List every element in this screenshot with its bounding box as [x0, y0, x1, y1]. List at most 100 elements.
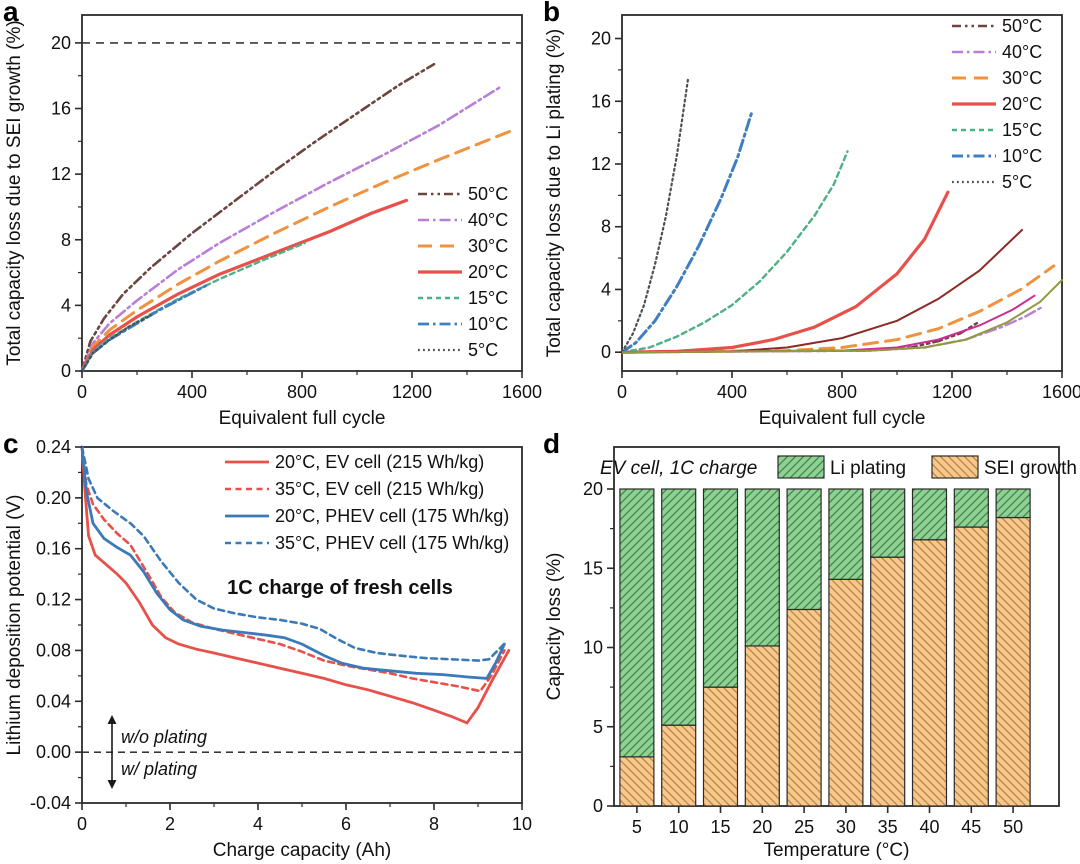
panel-label-c: c [3, 428, 19, 459]
x-tick-label: 35 [878, 817, 898, 837]
y-tick-label: -0.04 [30, 793, 71, 813]
panel-label-b: b [543, 0, 561, 27]
legend-label-30-c: 30°C [468, 236, 508, 256]
x-axis-title: Temperature (°C) [764, 840, 910, 861]
annotation: EV cell, 1C charge [600, 458, 757, 479]
bar-li-plating-30 [828, 488, 864, 580]
x-axis-title: Equivalent full cycle [219, 408, 386, 429]
legend-label-10-c: 10°C [468, 314, 508, 334]
x-tick-label: 20 [752, 817, 772, 837]
series-40-c [80, 85, 502, 373]
y-tick-label: 4 [61, 295, 71, 315]
bar-li-plating-15 [702, 488, 739, 688]
panel-c-chart: -0.04 0.00 0.04 0.08 0.12 0.16 0.20 0.24 Lithium… [4, 437, 532, 861]
bar-sei-growth-20 [744, 645, 780, 807]
series-40-c [620, 305, 1044, 354]
bar-sei-growth-10 [661, 724, 697, 807]
bar-li-plating-5 [619, 488, 655, 758]
panel-a: 0 4 8 12 16 20 Total capacity loss due to SEI … [0, 0, 542, 432]
y-tick-label: 16 [591, 91, 611, 111]
series-35-c-ev-cell-215-wh-kg [80, 445, 506, 693]
x-tick-label: 25 [794, 817, 814, 837]
legend-swatch-sei-growth [931, 455, 979, 479]
bar-li-plating-25 [786, 488, 822, 611]
series-50-c [80, 62, 436, 373]
legend-swatch-li-plating [777, 455, 825, 479]
legend-label-10-c: 10°C [1002, 146, 1042, 166]
y-tick-label: 0 [601, 342, 611, 362]
bar-sei-growth-45 [953, 526, 989, 807]
y-tick-label: 10 [583, 638, 603, 658]
bar-sei-growth-50 [995, 516, 1031, 807]
x-tick-label: 50 [1003, 817, 1023, 837]
x-tick-label: 4 [253, 814, 263, 834]
x-tick-label: 1200 [932, 382, 972, 402]
series-20-c-ev-cell-215-wh-kg [80, 445, 511, 725]
y-tick-label: 8 [601, 217, 611, 237]
y-tick-label: 0.24 [36, 437, 71, 457]
legend-label-5-c: 5°C [1002, 172, 1032, 192]
legend-label-20-c: 20°C [468, 262, 508, 282]
x-axis-title: Charge capacity (Ah) [213, 840, 391, 861]
panel-label-a: a [3, 0, 19, 27]
x-tick-label: 5 [632, 817, 642, 837]
bar-li-plating-50 [995, 488, 1031, 519]
panel-b-chart: 0 4 8 12 16 20 Total capacity loss due to Li p… [544, 14, 1080, 429]
y-tick-label: 0.08 [36, 640, 71, 660]
y-tick-label: 0.00 [36, 742, 71, 762]
x-tick-label: 30 [836, 817, 856, 837]
y-tick-label: 5 [593, 717, 603, 737]
x-tick-label: 6 [341, 814, 351, 834]
annotation: w/o plating [121, 727, 207, 747]
series-35-c-phev-cell-175-wh-kg [80, 445, 508, 662]
double-arrow-head-icon [107, 780, 117, 789]
y-tick-label: 0.20 [36, 488, 71, 508]
y-axis-title: Capacity loss (%) [544, 553, 565, 701]
y-tick-label: 12 [51, 164, 71, 184]
y-tick-label: 0.12 [36, 590, 71, 610]
x-tick-label: 10 [669, 817, 689, 837]
y-tick-label: 0.04 [36, 691, 71, 711]
series-20-c-phev-cell-175-wh-kg [80, 445, 506, 680]
y-tick-label: 15 [583, 558, 603, 578]
bar-sei-growth-40 [911, 539, 948, 807]
bar-li-plating-20 [744, 488, 780, 647]
x-tick-label: 1600 [1042, 382, 1080, 402]
bar-sei-growth-25 [786, 608, 822, 807]
x-tick-label: 0 [77, 814, 87, 834]
legend-label-40-c: 40°C [468, 210, 508, 230]
y-axis-title: Lithium deposition potential (V) [4, 495, 25, 756]
y-tick-label: 16 [51, 99, 71, 119]
y-axis-title: Total capacity loss due to Li plating (%… [544, 29, 565, 357]
x-tick-label: 0 [77, 382, 87, 402]
legend-label-li-plating: Li plating [830, 458, 906, 479]
series-5-c [620, 78, 690, 354]
x-tick-label: 0 [617, 382, 627, 402]
x-tick-label: 800 [287, 382, 317, 402]
bar-li-plating-45 [953, 488, 989, 528]
series-20-c [80, 198, 409, 373]
legend-label-30-c: 30°C [1002, 68, 1042, 88]
series-30-c [620, 264, 1056, 354]
panel-c: -0.04 0.00 0.04 0.08 0.12 0.16 0.20 0.24 Lithium… [0, 428, 540, 864]
x-tick-label: 8 [429, 814, 439, 834]
legend-label-20-c: 20°C [1002, 94, 1042, 114]
double-arrow-head-icon [107, 715, 117, 724]
bar-li-plating-40 [911, 488, 948, 541]
series-10-c [620, 112, 753, 354]
x-tick-label: 15 [710, 817, 730, 837]
x-tick-label: 800 [827, 382, 857, 402]
y-tick-label: 20 [51, 33, 71, 53]
y-tick-label: 12 [591, 154, 611, 174]
legend-label-15-c: 15°C [1002, 120, 1042, 140]
y-tick-label: 0 [593, 796, 603, 816]
legend-label-40-c: 40°C [1002, 42, 1042, 62]
legend-label-50-c: 50°C [1002, 16, 1042, 36]
legend-label-50-c: 50°C [468, 184, 508, 204]
panel-a-chart: 0 4 8 12 16 20 Total capacity loss due to SEI … [4, 14, 542, 429]
panel-b: 0 4 8 12 16 20 Total capacity loss due to Li p… [540, 0, 1080, 432]
annotation: 1C charge of fresh cells [227, 577, 453, 599]
legend-label-20-c-ev-cell-215-wh-kg: 20°C, EV cell (215 Wh/kg) [275, 452, 484, 472]
bar-li-plating-10 [661, 488, 697, 726]
